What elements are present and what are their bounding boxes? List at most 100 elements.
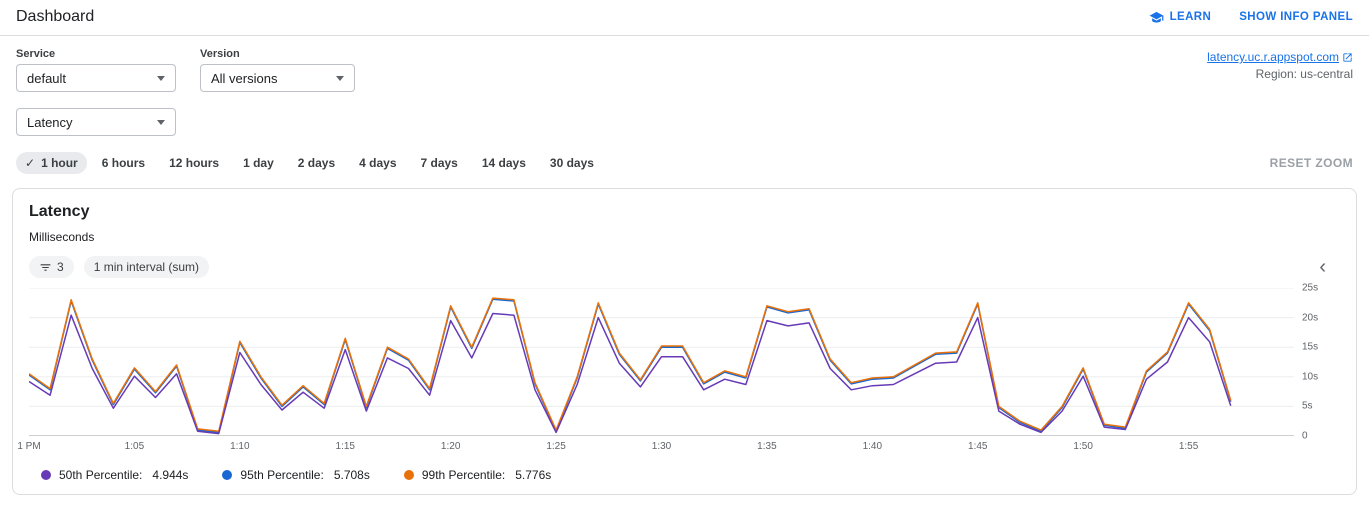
x-axis-labels: 1 PM 1:05 1:10 1:15 1:20 1:25 1:30 1:35 1:40 1:45… bbox=[17, 441, 1294, 456]
legend-value: 5.708s bbox=[333, 468, 370, 482]
x-tick-label: 1:30 bbox=[651, 441, 672, 452]
check-icon: ✓ bbox=[25, 156, 36, 170]
legend-dot bbox=[41, 470, 51, 480]
y-tick-label: 0 bbox=[1302, 430, 1308, 442]
time-range-label: 7 days bbox=[420, 156, 458, 170]
plot-wrap: 1 PM 1:05 1:10 1:15 1:20 1:25 1:30 1:35 1:40 1:45… bbox=[17, 288, 1294, 456]
y-tick-label: 10s bbox=[1302, 371, 1319, 383]
metric-select[interactable]: Latency bbox=[16, 108, 176, 136]
version-select[interactable]: All versions bbox=[200, 64, 355, 92]
x-tick-label: 1:55 bbox=[1178, 441, 1199, 452]
time-range-14-days[interactable]: 14 days bbox=[473, 152, 535, 174]
time-range-bar: ✓ 1 hour 6 hours 12 hours 1 day 2 days 4… bbox=[0, 136, 1369, 184]
region-text: Region: us-central bbox=[1255, 67, 1353, 81]
interval-chip[interactable]: 1 min interval (sum) bbox=[83, 256, 210, 278]
service-select-group: Service default bbox=[16, 48, 176, 92]
service-select[interactable]: default bbox=[16, 64, 176, 92]
time-range-1-day[interactable]: 1 day bbox=[234, 152, 283, 174]
chevron-left-icon: ‹ bbox=[1319, 256, 1326, 278]
learn-button[interactable]: LEARN bbox=[1149, 10, 1212, 25]
show-info-panel-label: SHOW INFO PANEL bbox=[1239, 11, 1353, 23]
time-range-4-days[interactable]: 4 days bbox=[350, 152, 405, 174]
y-tick-label: 5s bbox=[1302, 400, 1313, 412]
latency-chart-svg bbox=[29, 288, 1294, 436]
latency-chart-card: Latency Milliseconds 3 1 min interval (s… bbox=[12, 188, 1357, 495]
time-range-12-hours[interactable]: 12 hours bbox=[160, 152, 228, 174]
x-tick-label: 1:15 bbox=[335, 441, 355, 452]
collapse-panel-button[interactable]: ‹ bbox=[1319, 256, 1340, 278]
dropdown-caret-icon bbox=[336, 75, 344, 81]
legend-value: 5.776s bbox=[515, 468, 552, 482]
x-tick-label: 1:05 bbox=[124, 441, 145, 452]
legend-value: 4.944s bbox=[152, 468, 189, 482]
interval-label: 1 min interval (sum) bbox=[93, 260, 200, 274]
time-range-7-days[interactable]: 7 days bbox=[412, 152, 467, 174]
time-range-30-days[interactable]: 30 days bbox=[541, 152, 603, 174]
time-range-label: 4 days bbox=[359, 156, 397, 170]
reset-zoom-button[interactable]: RESET ZOOM bbox=[1269, 156, 1353, 170]
chart-unit-label: Milliseconds bbox=[29, 230, 95, 244]
page-title: Dashboard bbox=[16, 8, 95, 25]
dropdown-caret-icon bbox=[157, 75, 165, 81]
filter-count: 3 bbox=[57, 260, 64, 274]
x-tick-label: 1:10 bbox=[230, 441, 250, 452]
series-line-50th-percentile bbox=[29, 314, 1231, 434]
external-link-icon bbox=[1342, 52, 1353, 63]
app-url-link[interactable]: latency.uc.r.appspot.com bbox=[1207, 50, 1353, 64]
x-tick-label: 1:45 bbox=[968, 441, 988, 452]
time-range-label: 1 day bbox=[243, 156, 274, 170]
time-range-label: 12 hours bbox=[169, 156, 220, 170]
legend-item-95th-percentile: 95th Percentile: 5.708s bbox=[222, 468, 370, 482]
legend-item-50th-percentile: 50th Percentile: 4.944s bbox=[41, 468, 188, 482]
version-label: Version bbox=[200, 48, 240, 60]
legend-dot bbox=[222, 470, 233, 480]
chart-title: Latency bbox=[29, 203, 90, 220]
time-range-label: 1 hour bbox=[41, 156, 78, 170]
dropdown-caret-icon bbox=[157, 119, 165, 125]
school-icon bbox=[1149, 10, 1164, 25]
series-line-99th-percentile bbox=[29, 298, 1231, 431]
filter-chip[interactable]: 3 bbox=[29, 256, 74, 278]
x-tick-label: 1:25 bbox=[546, 441, 566, 452]
top-bar: Dashboard LEARN SHOW INFO PANEL bbox=[0, 0, 1369, 36]
learn-label: LEARN bbox=[1169, 11, 1212, 23]
chart-plot-area[interactable] bbox=[29, 288, 1294, 436]
time-range-label: 2 days bbox=[297, 156, 336, 170]
time-range-label: 6 hours bbox=[101, 156, 146, 170]
show-info-panel-button[interactable]: SHOW INFO PANEL bbox=[1239, 11, 1353, 23]
service-label: Service bbox=[16, 48, 56, 60]
x-tick-label: 1 PM bbox=[17, 441, 41, 452]
time-range-1-hour[interactable]: ✓ 1 hour bbox=[16, 152, 87, 174]
x-tick-label: 1:50 bbox=[1073, 441, 1093, 452]
topbar-actions: LEARN SHOW INFO PANEL bbox=[1149, 10, 1353, 25]
time-range-6-hours[interactable]: 6 hours bbox=[93, 152, 154, 174]
metric-selected-value: Latency bbox=[27, 114, 73, 130]
legend-label: 99th Percentile: bbox=[421, 468, 506, 482]
legend-label: 50th Percentile: bbox=[59, 468, 143, 482]
x-tick-label: 1:35 bbox=[757, 441, 777, 452]
chart-chips-row: 3 1 min interval (sum) ‹ bbox=[29, 256, 1340, 278]
legend-item-99th-percentile: 99th Percentile: 5.776s bbox=[403, 468, 552, 482]
y-tick-label: 25s bbox=[1302, 282, 1319, 294]
app-info: latency.uc.r.appspot.com Region: us-cent… bbox=[1207, 48, 1353, 92]
x-tick-label: 1:20 bbox=[440, 441, 461, 452]
version-select-group: Version All versions bbox=[200, 48, 355, 92]
metric-row: Latency bbox=[0, 92, 1369, 136]
legend-dot bbox=[403, 470, 414, 480]
y-tick-label: 20s bbox=[1302, 312, 1319, 324]
time-range-label: 14 days bbox=[481, 156, 526, 170]
time-range-2-days[interactable]: 2 days bbox=[289, 152, 344, 174]
version-selected-value: All versions bbox=[211, 70, 278, 86]
y-tick-label: 15s bbox=[1302, 341, 1319, 353]
y-axis-labels: 0 5s 10s 15s 20s 25s bbox=[1294, 283, 1340, 442]
x-tick-label: 1:40 bbox=[862, 441, 883, 452]
legend-label: 95th Percentile: bbox=[240, 468, 324, 482]
chart-legend: 50th Percentile: 4.944s 95th Percentile:… bbox=[29, 468, 1340, 482]
filters-row: Service default Version All versions lat… bbox=[0, 36, 1369, 92]
app-url-text: latency.uc.r.appspot.com bbox=[1207, 50, 1339, 64]
service-selected-value: default bbox=[27, 70, 67, 86]
time-range-label: 30 days bbox=[549, 156, 594, 170]
chart-region: 1 PM 1:05 1:10 1:15 1:20 1:25 1:30 1:35 1:40 1:45… bbox=[17, 283, 1340, 456]
filter-icon bbox=[39, 261, 52, 274]
